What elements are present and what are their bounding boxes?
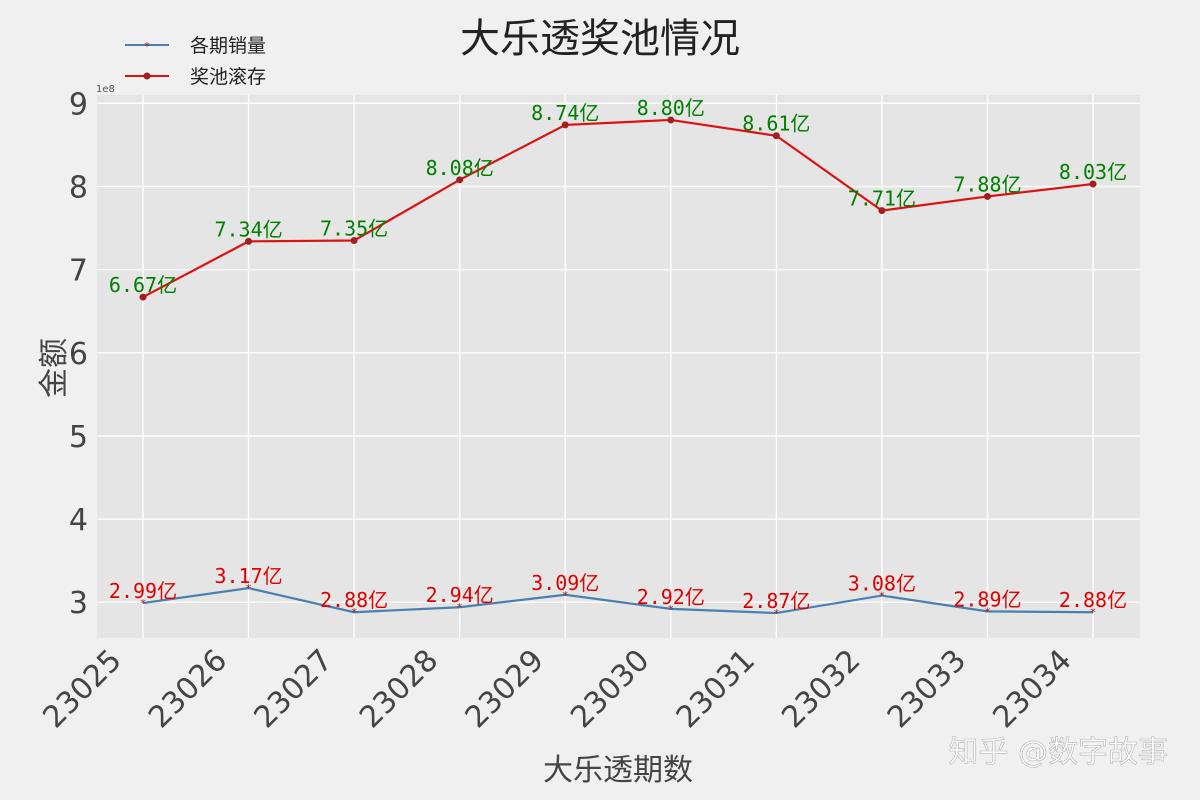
data-label: 7.35亿 [320, 217, 388, 241]
data-label: 6.67亿 [109, 273, 177, 297]
data-point: * [985, 605, 991, 618]
y-tick-label: 7 [69, 254, 88, 289]
data-label: 7.71亿 [848, 187, 916, 211]
data-point: * [774, 607, 780, 620]
data-label: 2.88亿 [320, 588, 388, 612]
y-tick-label: 5 [69, 420, 88, 455]
y-tick-label: 4 [69, 503, 88, 538]
y-tick-label: 3 [69, 586, 88, 621]
data-point [561, 121, 569, 129]
data-label: 2.87亿 [742, 589, 810, 613]
data-point [878, 207, 886, 215]
legend-swatch-pool-marker [143, 72, 151, 80]
series-line-1 [142, 118, 1094, 299]
x-tick-label: 23029 [459, 643, 551, 735]
watermark: 知乎 @数字故事 [948, 735, 1168, 770]
data-label: 2.88亿 [1059, 588, 1127, 612]
data-label: 7.88亿 [953, 172, 1021, 196]
x-tick-label: 23030 [564, 643, 656, 735]
series-line-0 [142, 586, 1094, 615]
data-point: * [1090, 606, 1096, 619]
y-scale-text: 1e8 [96, 84, 115, 95]
data-label: 8.80亿 [637, 96, 705, 120]
data-point: * [351, 606, 357, 619]
legend: * 各期销量 奖池滚存 [125, 35, 266, 88]
data-label: 8.74亿 [531, 101, 599, 125]
x-tick-label: 23033 [881, 643, 973, 735]
data-point: * [246, 582, 252, 595]
data-label: 3.17亿 [214, 564, 282, 588]
data-label: 7.34亿 [214, 217, 282, 241]
legend-label-sales: 各期销量 [190, 35, 266, 57]
x-tick-label: 23032 [775, 643, 867, 735]
data-label: 2.94亿 [426, 583, 494, 607]
data-label: 8.08亿 [426, 156, 494, 180]
data-label: 8.61亿 [742, 112, 810, 136]
x-tick-label: 23034 [986, 643, 1078, 735]
x-tick-label: 23027 [248, 643, 340, 735]
y-tick-label: 6 [69, 337, 88, 372]
x-tick-label: 23026 [142, 643, 234, 735]
x-tick-label: 23028 [353, 643, 445, 735]
data-point [456, 176, 464, 184]
x-tick-label: 23025 [36, 643, 128, 735]
data-point [139, 293, 147, 301]
data-label: 2.99亿 [109, 579, 177, 603]
data-point: * [668, 603, 674, 616]
data-label: 3.09亿 [531, 571, 599, 595]
data-point [983, 192, 991, 200]
data-point [1089, 180, 1097, 188]
data-label: 2.92亿 [637, 585, 705, 609]
data-point [350, 237, 358, 245]
data-point: * [457, 601, 463, 614]
y-tick-label: 8 [69, 170, 88, 205]
y-tick-label: 9 [69, 87, 88, 122]
legend-label-pool: 奖池滚存 [190, 66, 266, 88]
data-point: * [140, 597, 146, 610]
data-point [772, 132, 780, 140]
x-axis-label: 大乐透期数 [543, 753, 693, 788]
data-label: 2.89亿 [953, 587, 1021, 611]
plot-area [97, 95, 1140, 638]
x-tick-label: 23031 [670, 643, 762, 735]
legend-swatch-sales-marker: * [144, 40, 150, 53]
data-label: 8.03亿 [1059, 160, 1127, 184]
data-point: * [562, 589, 568, 602]
y-axis-label: 金额 [37, 338, 72, 398]
data-label: 3.08亿 [848, 572, 916, 596]
data-point: * [879, 590, 885, 603]
data-point [245, 237, 253, 245]
chart-title: 大乐透奖池情况 [460, 16, 740, 62]
data-point [667, 116, 675, 124]
